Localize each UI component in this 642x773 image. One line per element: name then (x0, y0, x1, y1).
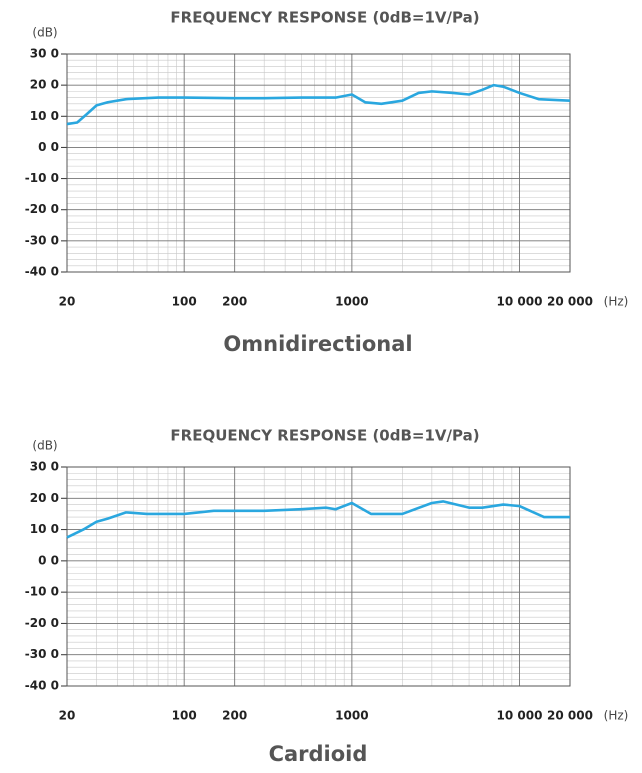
y-axis-unit: (dB) (32, 26, 57, 40)
y-tick-label: 30 0 (30, 460, 59, 474)
x-tick-label: 20 000 (547, 709, 593, 723)
y-tick-label: -10 0 (25, 585, 59, 599)
chart-title: FREQUENCY RESPONSE (0dB=1V/Pa) (170, 9, 479, 27)
y-tick-label: -30 0 (25, 647, 59, 661)
x-tick-label: 200 (222, 295, 247, 309)
response-line (66, 83, 571, 126)
x-tick-label: 100 (172, 295, 197, 309)
y-tick-label: -30 0 (25, 233, 59, 247)
response-line (66, 500, 570, 539)
x-tick-label: 1000 (335, 709, 368, 723)
x-tick-label: 20 000 (547, 295, 593, 309)
y-tick-label: -40 0 (25, 265, 59, 279)
y-tick-label: -10 0 (25, 171, 59, 185)
y-axis-unit: (dB) (32, 439, 57, 453)
y-tick-label: 0 0 (38, 140, 59, 154)
x-axis-unit: (Hz) (604, 709, 629, 723)
y-tick-label: -20 0 (25, 202, 59, 216)
y-tick-label: 0 0 (38, 553, 59, 567)
chart-title: FREQUENCY RESPONSE (0dB=1V/Pa) (170, 427, 479, 445)
chart-caption: Omnidirectional (223, 332, 412, 356)
x-tick-label: 20 (59, 295, 76, 309)
plot-frame (66, 466, 571, 687)
chart-caption: Cardioid (269, 742, 368, 766)
y-tick-label: -20 0 (25, 616, 59, 630)
plot-frame (66, 53, 571, 273)
x-tick-label: 100 (172, 709, 197, 723)
y-tick-label: 30 0 (30, 47, 59, 61)
x-axis-unit: (Hz) (604, 295, 629, 309)
x-tick-label: 20 (59, 709, 76, 723)
x-tick-label: 10 000 (497, 295, 543, 309)
y-tick-label: 20 0 (30, 78, 59, 92)
x-tick-label: 10 000 (497, 709, 543, 723)
x-tick-label: 200 (222, 709, 247, 723)
x-tick-label: 1000 (335, 295, 368, 309)
y-tick-label: 10 0 (30, 522, 59, 536)
y-tick-label: 20 0 (30, 491, 59, 505)
y-tick-label: 10 0 (30, 109, 59, 123)
y-tick-label: -40 0 (25, 679, 59, 693)
